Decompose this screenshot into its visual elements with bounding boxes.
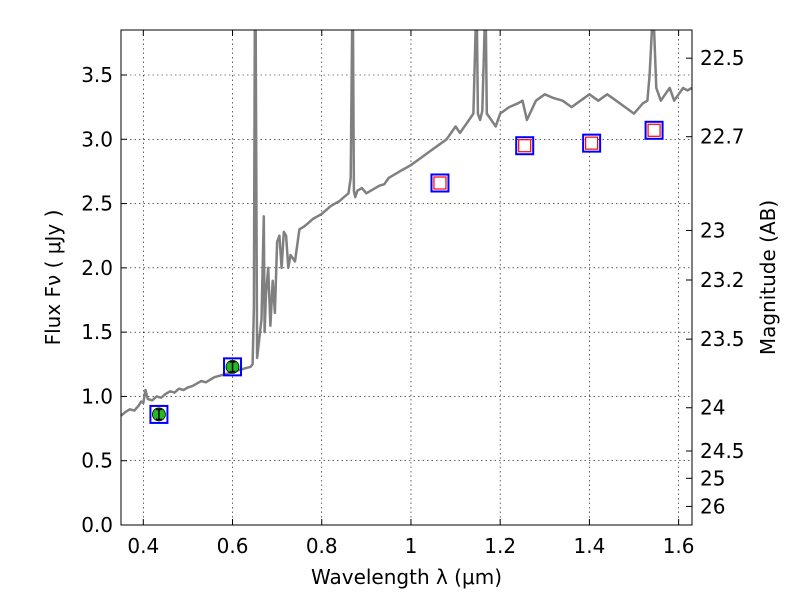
x-tick-label: 1.2 [484, 534, 516, 558]
y-tick-label: 3.0 [81, 127, 113, 151]
y2-tick-label: 24 [700, 396, 725, 420]
model-box-marker [430, 173, 450, 193]
y2-tick-label: 24.5 [700, 439, 745, 463]
model-box-marker [582, 133, 602, 153]
model-box-marker [644, 120, 664, 140]
x-tick-label: 0.8 [306, 534, 338, 558]
x-tick-label: 1.4 [573, 534, 605, 558]
y2-tick-label: 23.2 [700, 268, 745, 292]
y2-axis-title: Magnitude (AB) [756, 200, 780, 355]
y-tick-label: 2.5 [81, 192, 113, 216]
model-box-marker [223, 357, 243, 377]
y-tick-label: 0.0 [81, 513, 113, 537]
photometry-open-marker [585, 136, 599, 150]
model-box-marker [515, 136, 535, 156]
y-tick-label: 0.5 [81, 449, 113, 473]
photometry-open-marker [647, 123, 661, 137]
y2-tick-label: 22.7 [700, 125, 745, 149]
y-tick-label: 2.0 [81, 256, 113, 280]
x-tick-label: 1 [405, 534, 418, 558]
y-tick-label: 3.5 [81, 63, 113, 87]
x-tick-label: 0.6 [217, 534, 249, 558]
y2-tick-label: 23 [700, 218, 725, 242]
y-tick-label: 1.0 [81, 384, 113, 408]
marker-layer [149, 120, 664, 424]
y-axis-title: Flux Fν ( μJy ) [41, 210, 65, 346]
x-axis-title: Wavelength λ (μm) [311, 565, 502, 589]
spectrum-line [121, 30, 692, 417]
y2-tick-label: 25 [700, 466, 725, 490]
photometry-open-marker [433, 176, 447, 190]
y2-tick-label: 23.5 [700, 327, 745, 351]
tick-layer: 0.4 0.6 0.8 1 1.2 1.4 1.6 0.0 0.5 1.0 1.5 2.0 2.5 3.0… [81, 30, 745, 558]
y2-tick-label: 26 [700, 494, 725, 518]
series-layer [121, 30, 692, 417]
x-tick-label: 1.6 [663, 534, 695, 558]
grid [121, 30, 692, 526]
y2-tick-label: 22.5 [700, 46, 745, 70]
photometry-open-marker [518, 139, 532, 153]
plot-frame [120, 29, 693, 526]
x-tick-label: 0.4 [127, 534, 159, 558]
model-box-marker [149, 404, 169, 424]
y-tick-label: 1.5 [81, 320, 113, 344]
